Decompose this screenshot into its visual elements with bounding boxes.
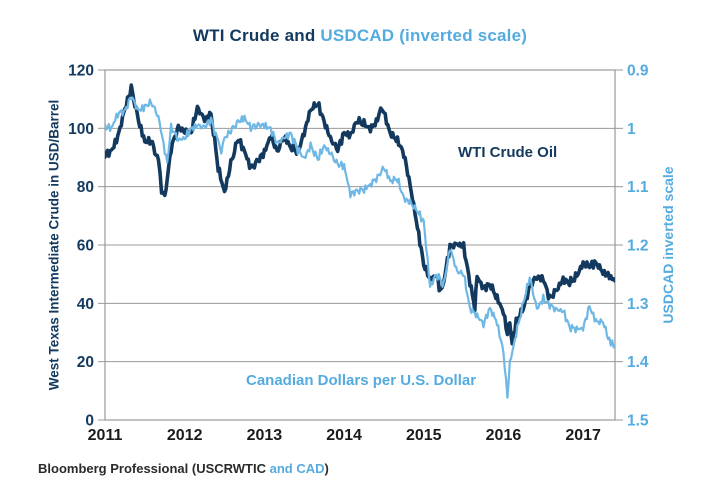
chart-title-usdcad-part: USDCAD (inverted scale) <box>320 26 528 45</box>
wti-series-label: WTI Crude Oil <box>458 144 558 161</box>
right-axis-tick-label: 1.2 <box>627 238 649 255</box>
right-axis-tick-label: 0.9 <box>627 63 649 80</box>
source-note-dark-part: Bloomberg Professional (USCRWTIC <box>38 461 270 476</box>
left-axis-tick-label: 120 <box>68 63 94 80</box>
right-axis-tick-label: 1.1 <box>627 179 649 196</box>
source-note-blue-part: and CAD <box>269 461 325 476</box>
right-axis-tick-label: 1.3 <box>627 296 649 313</box>
right-axis-tick-label: 1.5 <box>627 413 649 430</box>
left-axis-tick-label: 20 <box>77 354 94 371</box>
x-axis-tick-label: 2012 <box>167 427 203 444</box>
x-axis-tick-label: 2015 <box>406 427 442 444</box>
right-axis-tick-label: 1.4 <box>627 354 649 371</box>
chart-title: WTI Crude and USDCAD (inverted scale) <box>0 26 720 46</box>
left-axis-tick-label: 0 <box>85 413 94 430</box>
source-note: Bloomberg Professional (USCRWTIC and CAD… <box>38 461 329 476</box>
x-axis-tick-label: 2011 <box>88 427 123 444</box>
x-axis-tick-label: 2014 <box>326 427 362 444</box>
cad-series-line <box>105 96 615 399</box>
left-axis-tick-label: 40 <box>77 296 94 313</box>
x-axis-tick-label: 2017 <box>565 427 601 444</box>
cad-series-label: Canadian Dollars per U.S. Dollar <box>246 372 477 389</box>
chart-title-wti-part: WTI Crude and <box>192 26 321 45</box>
source-note-close-paren: ) <box>324 461 329 476</box>
left-axis-tick-label: 60 <box>77 238 94 255</box>
left-axis-tick-label: 100 <box>68 121 94 138</box>
right-axis-tick-label: 1 <box>627 121 636 138</box>
x-axis-tick-label: 2013 <box>247 427 283 444</box>
left-axis-tick-label: 80 <box>77 179 94 196</box>
x-axis-tick-label: 2016 <box>486 427 522 444</box>
wti-series-line <box>105 83 615 346</box>
